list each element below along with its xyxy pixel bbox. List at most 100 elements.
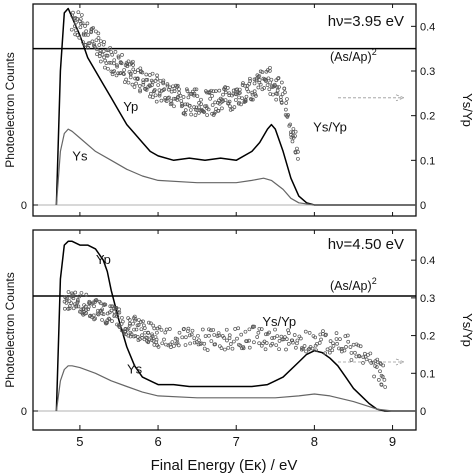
bottom-ys-yp-point [232,339,236,344]
top-ys-yp-point [135,76,140,81]
bottom-ys-yp-point [361,355,366,360]
top-ys-yp-point [206,107,211,112]
top-ys-yp-point [131,67,136,72]
top-ys-yp-point [75,33,80,37]
bottom-ys-yp-point [101,303,106,308]
top-ys-yp-point [179,98,184,103]
bottom-ys-yp-point [194,340,199,344]
bottom-ys-yp-point [233,327,237,331]
bottom-ys-yp-point [100,307,105,312]
top-ys-yp-point [213,100,218,105]
bottom-ys-yp-point [119,328,124,333]
bottom-ys-yp-point [142,326,147,330]
top-ys-yp-point [122,72,126,77]
bottom-ys-yp-point [109,308,114,313]
top-ys-yp-point [187,103,192,108]
bottom-ys-yp-point [380,374,385,379]
bottom-ys-yp-point [187,333,192,338]
top-ys-yp-point [248,76,252,81]
bottom-ys-yp-point [238,343,243,348]
bottom-ys-yp-point [149,321,153,326]
top-ys-yp-point [185,89,190,93]
bottom-ratio-exponent: 2 [372,276,377,286]
bottom-ys-yp-point [212,333,217,337]
bottom-right-tick-label: 0 [420,406,426,418]
top-ys-yp-point [221,92,225,97]
top-ys-yp-point [112,61,116,66]
bottom-ratio-label: (As/Ap)2 [330,276,377,293]
bottom-ys-yp-point [170,340,175,344]
bottom-ys-yp-point [219,346,224,350]
bottom-ys-yp-point [133,317,138,321]
top-ys-yp-point [276,76,280,81]
bottom-ys-yp-point [127,318,132,322]
bottom-ys-yp-point [357,354,362,359]
top-ys-yp-point [296,156,300,161]
top-ys-yp-point [152,88,157,92]
top-ys-yp-point [251,97,255,102]
bottom-ys-yp-point [76,299,80,304]
top-ys-yp-point [275,88,280,93]
bottom-ys-yp-point [71,306,76,311]
bottom-ys-yp-point [127,323,132,328]
bottom-ys-yp-point [247,338,251,343]
bottom-ys-yp-point [207,333,211,338]
top-ys-yp-point [241,81,245,85]
bottom-ys-yp-point [310,346,315,351]
top-ys-yp-point [83,24,87,28]
bottom-ys-yp-point [345,333,350,338]
bottom-ys-yp-point [189,332,194,337]
top-ys-yp-point [154,99,159,104]
bottom-ys-yp-point [344,345,348,349]
bottom-ys-yp-point [154,337,159,342]
top-ys-yp-point [293,129,298,134]
top-ys-yp-point [172,86,177,91]
top-ys-yp-point [265,68,270,72]
top-ys-yp-point [212,111,217,116]
top-ys-yp-point [155,73,159,78]
top-ys-yp-point [279,98,283,102]
top-ys-yp-point [138,89,142,94]
bottom-ys-yp-point [94,298,99,303]
bottom-ys-yp-point [76,304,81,309]
top-ys-yp-point [282,86,287,91]
bottom-right-tick-label: 0.1 [420,368,435,380]
top-ys-yp-point [90,39,95,44]
bottom-ys-yp-point [156,345,161,349]
bottom-ys-yp-point [290,338,295,343]
top-ys-yp-point [133,70,137,74]
top-plot-layer: 0 0.1 0.2 0.3 0.4 Yp Ys Ys/Yp [33,4,435,216]
bottom-ys-yp-point [369,361,374,365]
bottom-ys-yp-point [192,340,197,345]
top-ys-yp-point [257,74,262,78]
bottom-ys-yp-point [228,342,233,346]
bottom-ys-yp-point [112,306,116,310]
top-right-tick-label: 0.4 [420,21,435,33]
bottom-ys-yp-point [93,316,97,321]
top-ys-yp-point [188,108,193,112]
top-ys-yp-point [237,87,242,92]
top-ys-yp-point [277,85,281,89]
top-ys-yp-point [162,87,167,92]
bottom-ys-yp-point [143,330,147,335]
bottom-ys-yp-point [263,347,268,352]
top-ys-yp-point [79,13,84,17]
top-ys-yp-point [125,62,130,67]
bottom-ys-yp-point [203,334,208,338]
bottom-ys-yp-point [314,348,319,353]
bottom-left-zero-tick-label: 0 [21,406,27,418]
bottom-ys-yp-point [225,338,229,343]
top-ys-yp-point [134,81,138,86]
bottom-ys-yp-point [230,346,235,351]
bottom-ys-yp-point [338,337,342,341]
top-ys-yp-point [150,71,155,76]
bottom-ys-yp-point [209,339,214,343]
bottom-ys-yp-point [256,330,261,335]
top-ys-yp-point [138,88,142,93]
top-ys-yp-point [98,59,103,64]
x-tick-label: 8 [311,434,318,449]
bottom-ys-yp-point [368,351,373,356]
top-ys-yp-point [243,99,248,104]
bottom-series-label: Ys [127,361,143,376]
bottom-series-yp [55,240,416,412]
